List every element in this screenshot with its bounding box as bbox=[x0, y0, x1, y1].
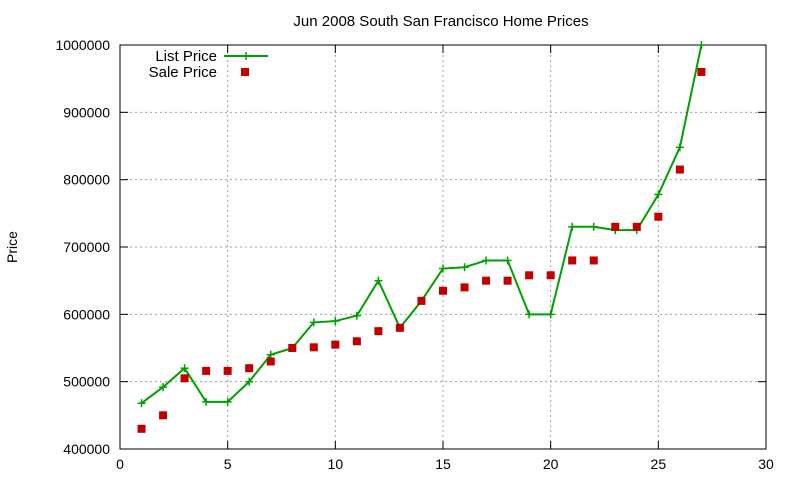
list-price-point bbox=[331, 317, 340, 326]
chart-title: Jun 2008 South San Francisco Home Prices bbox=[293, 13, 588, 30]
sale-price-point bbox=[245, 364, 254, 373]
sale-price-point bbox=[632, 222, 641, 231]
x-tick-label: 5 bbox=[224, 456, 232, 472]
sale-price-point bbox=[180, 374, 189, 383]
legend-label-sale-price: Sale Price bbox=[149, 64, 217, 81]
x-axis: 0 5 10 15 20 25 30 bbox=[116, 45, 774, 472]
x-tick-label: 20 bbox=[543, 456, 559, 472]
sale-price-point bbox=[503, 276, 512, 285]
sale-price-point bbox=[202, 366, 211, 375]
sale-price-point bbox=[331, 340, 340, 349]
legend: List Price Sale Price bbox=[149, 48, 268, 81]
list-price-point bbox=[352, 311, 361, 320]
sale-price-point bbox=[611, 222, 620, 231]
y-tick-label: 1000000 bbox=[55, 37, 110, 53]
sale-price-point bbox=[589, 256, 598, 265]
sale-price-point bbox=[417, 296, 426, 305]
sale-price-point bbox=[460, 283, 469, 292]
list-price-point bbox=[654, 190, 663, 199]
x-tick-label: 30 bbox=[758, 456, 774, 472]
sale-price-point bbox=[266, 357, 275, 366]
list-price-point bbox=[482, 256, 491, 265]
sale-price-point bbox=[137, 424, 146, 433]
list-price-point bbox=[159, 383, 168, 392]
list-price-point bbox=[180, 364, 189, 373]
legend-label-list-price: List Price bbox=[155, 48, 217, 65]
list-price-point bbox=[309, 318, 318, 327]
y-tick-label: 800000 bbox=[63, 172, 110, 188]
series-layer bbox=[137, 41, 706, 433]
list-price-point bbox=[460, 263, 469, 272]
y-tick-label: 500000 bbox=[63, 374, 110, 390]
sale-price-point bbox=[159, 411, 168, 420]
y-tick-label: 600000 bbox=[63, 306, 110, 322]
x-tick-label: 10 bbox=[328, 456, 344, 472]
y-tick-label: 900000 bbox=[63, 104, 110, 120]
list-price-point bbox=[245, 377, 254, 386]
grid bbox=[120, 45, 766, 449]
x-tick-label: 0 bbox=[116, 456, 124, 472]
list-price-point bbox=[697, 41, 706, 49]
sale-price-point bbox=[697, 67, 706, 76]
y-axis: 400000 500000 600000 700000 800000 900000 1000… bbox=[55, 37, 766, 457]
list-price-point bbox=[202, 397, 211, 406]
y-tick-label: 700000 bbox=[63, 239, 110, 255]
list-price-point bbox=[223, 397, 232, 406]
list-price-point bbox=[374, 276, 383, 285]
list-price-point bbox=[503, 256, 512, 265]
y-axis-label: Price bbox=[4, 231, 20, 263]
sale-price-point bbox=[675, 165, 684, 174]
sale-price-point bbox=[439, 286, 447, 295]
list-price-point bbox=[546, 310, 555, 319]
list-price-point bbox=[439, 264, 447, 273]
list-price-point bbox=[675, 143, 684, 152]
sale-price-point bbox=[395, 323, 404, 332]
list-price-point bbox=[266, 350, 275, 359]
sale-price-point bbox=[568, 256, 577, 265]
sale-price-point bbox=[654, 212, 663, 221]
x-tick-label: 15 bbox=[435, 456, 451, 472]
list-price-point bbox=[525, 310, 534, 319]
x-tick-label: 25 bbox=[651, 456, 667, 472]
sale-price-point bbox=[374, 327, 383, 336]
sale-price-point bbox=[482, 276, 491, 285]
sale-price-point bbox=[525, 271, 534, 280]
sale-price-point bbox=[546, 271, 555, 280]
list-price-point bbox=[589, 222, 598, 231]
sale-price-point bbox=[309, 343, 318, 352]
list-price-point bbox=[137, 399, 146, 408]
sale-price-point bbox=[352, 337, 361, 346]
sale-price-point bbox=[223, 366, 232, 375]
legend-swatch-sale-price bbox=[241, 68, 249, 76]
list-price-point bbox=[568, 222, 577, 231]
sale-price-point bbox=[288, 344, 297, 352]
y-tick-label: 400000 bbox=[63, 441, 110, 457]
